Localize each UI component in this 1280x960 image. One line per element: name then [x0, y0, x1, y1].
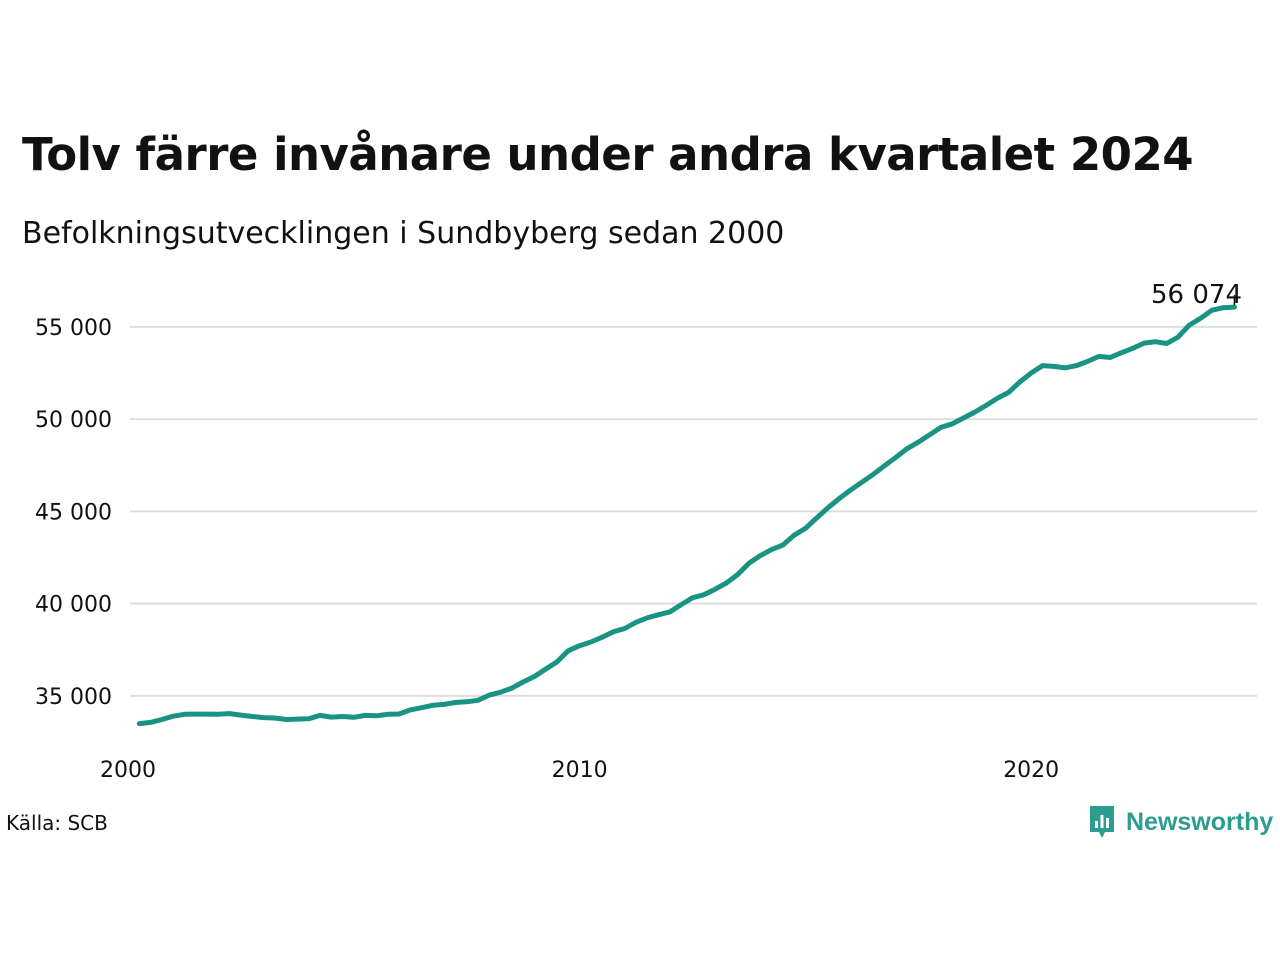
series-layer [136, 304, 1237, 727]
chart-subtitle: Befolkningsutvecklingen i Sundbyberg sed… [22, 216, 785, 251]
end-value-label: 56 074 [1151, 280, 1242, 310]
y-tick-label: 50 000 [35, 408, 112, 433]
x-axis-tick-labels: 2000 2010 2020 [100, 758, 1059, 783]
brand-logo[interactable]: Newsworthy [1088, 804, 1273, 840]
y-tick-label: 45 000 [35, 500, 112, 525]
y-tick-label: 35 000 [35, 685, 112, 710]
y-tick-label: 55 000 [35, 316, 112, 341]
y-tick-label: 40 000 [35, 593, 112, 618]
x-tick-label: 2010 [552, 758, 608, 783]
brand-name: Newsworthy [1126, 807, 1274, 836]
x-tick-label: 2000 [100, 758, 156, 783]
annotation-layer: 56 074 [1151, 280, 1242, 310]
y-axis-tick-labels: 35 000 40 000 45 000 50 000 55 000 [35, 316, 112, 710]
source-note: Källa: SCB [6, 811, 108, 835]
chart-title: Tolv färre invånare under andra kvartale… [22, 128, 1194, 181]
series-line [136, 304, 1237, 727]
gridlines [130, 325, 1257, 697]
x-tick-label: 2020 [1003, 758, 1059, 783]
bar-chart-speech-bubble-icon [1090, 806, 1114, 838]
